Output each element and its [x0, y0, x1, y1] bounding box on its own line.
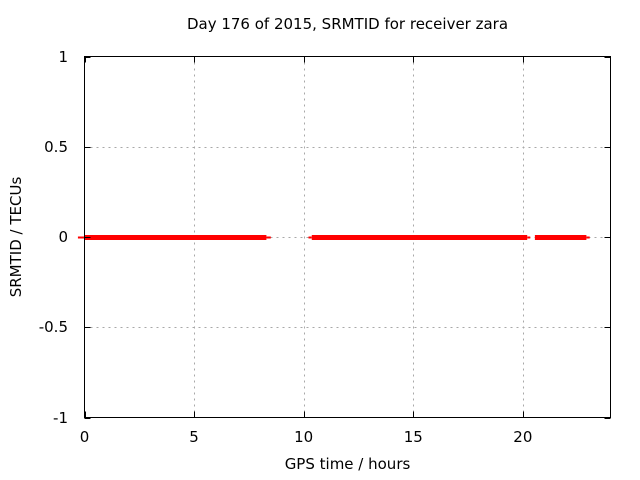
y-tick-label: 0.5	[44, 137, 68, 156]
x-tick-label: 15	[403, 428, 423, 446]
x-tick-label: 5	[189, 428, 199, 446]
x-tick-label: 20	[513, 428, 533, 446]
x-tick-label: 10	[294, 428, 314, 446]
y-tick-label: 1	[58, 47, 68, 66]
y-tick-label: 0	[58, 228, 68, 246]
y-tick-label: -0.5	[38, 318, 68, 337]
x-tick-label: 0	[79, 428, 90, 446]
axes-layer	[84, 56, 611, 419]
x-axis-title: GPS time / hours	[284, 455, 411, 473]
y-tick-label: -1	[53, 408, 68, 427]
chart-title: Day 176 of 2015, SRMTID for receiver zar…	[186, 15, 509, 33]
